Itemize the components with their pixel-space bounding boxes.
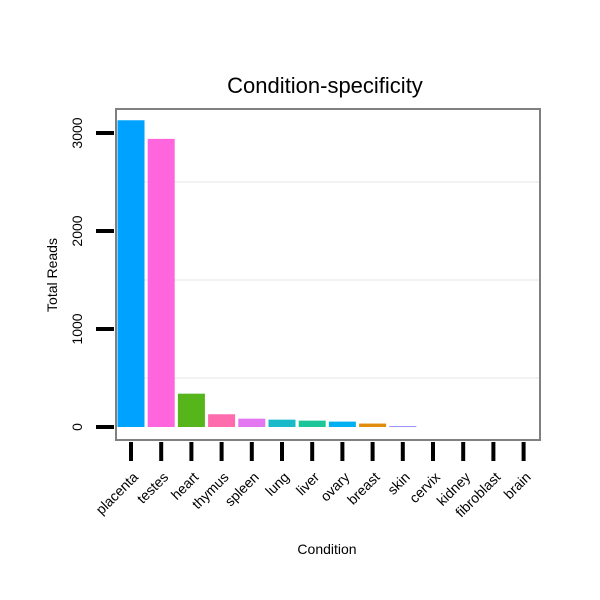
bar-testes (147, 138, 175, 427)
y-tick-label: 0 (69, 423, 85, 431)
x-tick-label-spleen: spleen (221, 469, 261, 509)
x-tick-label-testes: testes (134, 469, 172, 507)
bar-liver (298, 420, 326, 427)
y-axis: 0 1000 2000 3000 (69, 117, 114, 431)
bar-placenta (117, 120, 145, 427)
y-axis-label: Total Reads (44, 238, 60, 312)
bar-skin (389, 426, 417, 428)
bar-ovary (328, 421, 356, 427)
x-tick-label-placenta: placenta (92, 469, 141, 518)
bar-heart (177, 393, 205, 427)
y-tick-label: 1000 (69, 313, 85, 344)
chart-title: Condition-specificity (227, 73, 423, 98)
grid-lines (116, 181, 540, 379)
bars (117, 120, 417, 428)
bar-spleen (238, 418, 266, 427)
x-axis-label: Condition (297, 541, 356, 557)
bar-breast (359, 423, 387, 427)
y-tick-label: 3000 (69, 117, 85, 148)
x-tick-label-breast: breast (344, 469, 383, 508)
y-tick-label: 2000 (69, 215, 85, 246)
bar-lung (268, 419, 296, 427)
bar-thymus (208, 414, 236, 427)
x-tick-label-lung: lung (262, 469, 292, 499)
x-tick-label-brain: brain (500, 469, 533, 502)
plot-frame (115, 108, 541, 441)
